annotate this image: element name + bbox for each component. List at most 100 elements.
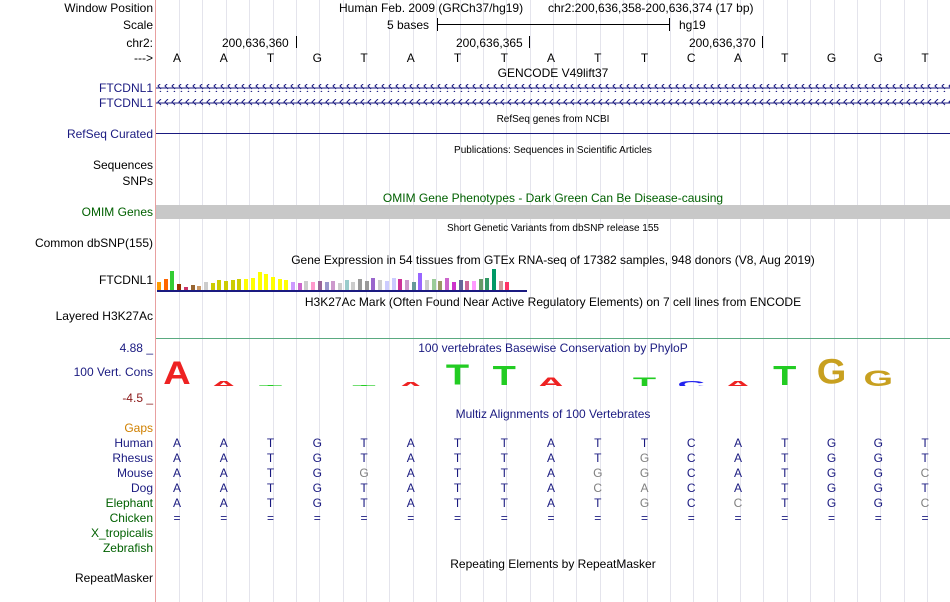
alignment-base: T: [500, 466, 508, 480]
gtex-tissue-bar[interactable]: [331, 281, 336, 290]
gtex-tissue-bar[interactable]: [371, 278, 376, 290]
grid-line: [763, 0, 765, 602]
species-label[interactable]: Human: [114, 436, 153, 450]
gtex-tissue-bar[interactable]: [351, 282, 356, 290]
gtex-tissue-bar[interactable]: [177, 284, 182, 290]
gtex-bar-chart[interactable]: [157, 268, 517, 290]
gtex-tissue-bar[interactable]: [344, 280, 349, 290]
refseq-gene-line[interactable]: [156, 133, 950, 134]
gtex-tissue-bar[interactable]: [364, 281, 369, 290]
alignment-base: =: [360, 511, 368, 525]
grid-line: [459, 0, 461, 602]
gtex-tissue-bar[interactable]: [431, 279, 436, 290]
gtex-tissue-bar[interactable]: [391, 278, 396, 290]
gtex-tissue-bar[interactable]: [250, 278, 255, 290]
gtex-tissue-bar[interactable]: [425, 280, 429, 290]
gtex-tissue-bar[interactable]: [445, 278, 450, 290]
gtex-tissue-bar[interactable]: [197, 286, 202, 290]
publications-label[interactable]: Sequences: [92, 158, 153, 172]
alignment-base: T: [594, 451, 602, 465]
coord-tick-1: [296, 36, 297, 48]
gtex-tissue-bar[interactable]: [284, 280, 289, 290]
gtex-tissue-bar[interactable]: [337, 283, 342, 290]
h3k27ac-label[interactable]: Layered H3K27Ac: [55, 309, 153, 323]
gtex-tissue-bar[interactable]: [277, 279, 282, 290]
gtex-tissue-bar[interactable]: [183, 287, 188, 290]
omim-gene-bar[interactable]: [156, 205, 950, 219]
reference-base: T: [500, 51, 508, 65]
gtex-tissue-bar[interactable]: [418, 273, 423, 290]
gtex-tissue-bar[interactable]: [458, 280, 463, 290]
gtex-tissue-bar[interactable]: [291, 282, 295, 290]
gtex-tissue-bar[interactable]: [378, 280, 383, 290]
gtex-tissue-bar[interactable]: [471, 281, 476, 290]
reference-base: T: [453, 51, 462, 65]
alignment-base: C: [733, 496, 743, 510]
gtex-label[interactable]: FTCDNL1: [98, 273, 153, 287]
gencode-transcripts[interactable]: [156, 82, 950, 112]
species-label[interactable]: Zebrafish: [102, 541, 153, 555]
gtex-tissue-bar[interactable]: [311, 282, 316, 290]
gtex-tissue-bar[interactable]: [190, 285, 195, 290]
gtex-tissue-bar[interactable]: [505, 282, 510, 290]
gtex-tissue-bar[interactable]: [170, 271, 175, 290]
gtex-tissue-bar[interactable]: [230, 280, 235, 290]
gtex-tissue-bar[interactable]: [324, 282, 329, 290]
grid-line: [599, 0, 601, 602]
species-label[interactable]: Elephant: [105, 496, 153, 510]
gtex-tissue-bar[interactable]: [304, 281, 309, 290]
snps-label[interactable]: SNPs: [122, 174, 153, 188]
alignment-base: =: [781, 511, 789, 525]
species-label[interactable]: Mouse: [116, 466, 153, 480]
gencode-transcript-2[interactable]: [156, 99, 950, 107]
species-label[interactable]: Dog: [130, 481, 153, 495]
species-label[interactable]: X_tropicalis: [90, 526, 153, 540]
species-label[interactable]: Chicken: [109, 511, 153, 525]
gtex-tissue-bar[interactable]: [498, 281, 503, 290]
gtex-tissue-bar[interactable]: [297, 283, 302, 290]
gencode-label-1[interactable]: FTCDNL1: [98, 81, 153, 95]
gtex-tissue-bar[interactable]: [163, 279, 168, 290]
dbsnp-label[interactable]: Common dbSNP(155): [34, 236, 153, 250]
gtex-tissue-bar[interactable]: [203, 282, 208, 290]
gtex-tissue-bar[interactable]: [404, 280, 409, 290]
alignment-base: G: [826, 481, 837, 495]
gtex-tissue-bar[interactable]: [257, 272, 262, 290]
gtex-tissue-bar[interactable]: [411, 282, 416, 290]
gtex-tissue-bar[interactable]: [157, 282, 161, 290]
gtex-tissue-bar[interactable]: [244, 279, 249, 290]
gtex-tissue-bar[interactable]: [438, 281, 443, 290]
gencode-label-2[interactable]: FTCDNL1: [98, 96, 153, 110]
omim-label[interactable]: OMIM Genes: [81, 205, 153, 219]
gtex-tissue-bar[interactable]: [217, 280, 222, 290]
gtex-tissue-bar[interactable]: [210, 283, 215, 290]
reference-base: G: [826, 51, 837, 65]
gtex-tissue-bar[interactable]: [237, 279, 242, 290]
gtex-tissue-bar[interactable]: [478, 279, 483, 290]
gtex-tissue-bar[interactable]: [451, 282, 456, 290]
alignment-base: =: [687, 511, 695, 525]
gtex-tissue-bar[interactable]: [264, 274, 269, 290]
coord-tick-label-3: 200,636,370: [689, 36, 756, 50]
gtex-tissue-bar[interactable]: [317, 281, 322, 290]
gtex-tissue-bar[interactable]: [398, 279, 403, 290]
gtex-tissue-bar[interactable]: [270, 277, 275, 290]
conservation-label[interactable]: 100 Vert. Cons: [73, 365, 153, 379]
refseq-label[interactable]: RefSeq Curated: [66, 127, 153, 141]
grid-line: [389, 0, 391, 602]
gtex-tissue-bar[interactable]: [384, 281, 389, 290]
gtex-tissue-bar[interactable]: [492, 269, 496, 290]
gtex-tissue-bar[interactable]: [224, 281, 228, 290]
gtex-tissue-bar[interactable]: [485, 278, 490, 290]
grid-line: [786, 0, 788, 602]
conservation-title: 100 vertebrates Basewise Conservation by…: [418, 341, 688, 355]
grid-line: [366, 0, 367, 602]
gtex-tissue-bar[interactable]: [358, 279, 362, 290]
alignment-base: T: [453, 451, 462, 465]
species-label[interactable]: Rhesus: [112, 451, 153, 465]
gencode-transcript-1[interactable]: [156, 84, 950, 92]
repeatmasker-label[interactable]: RepeatMasker: [74, 571, 153, 585]
gtex-tissue-bar[interactable]: [465, 281, 470, 290]
